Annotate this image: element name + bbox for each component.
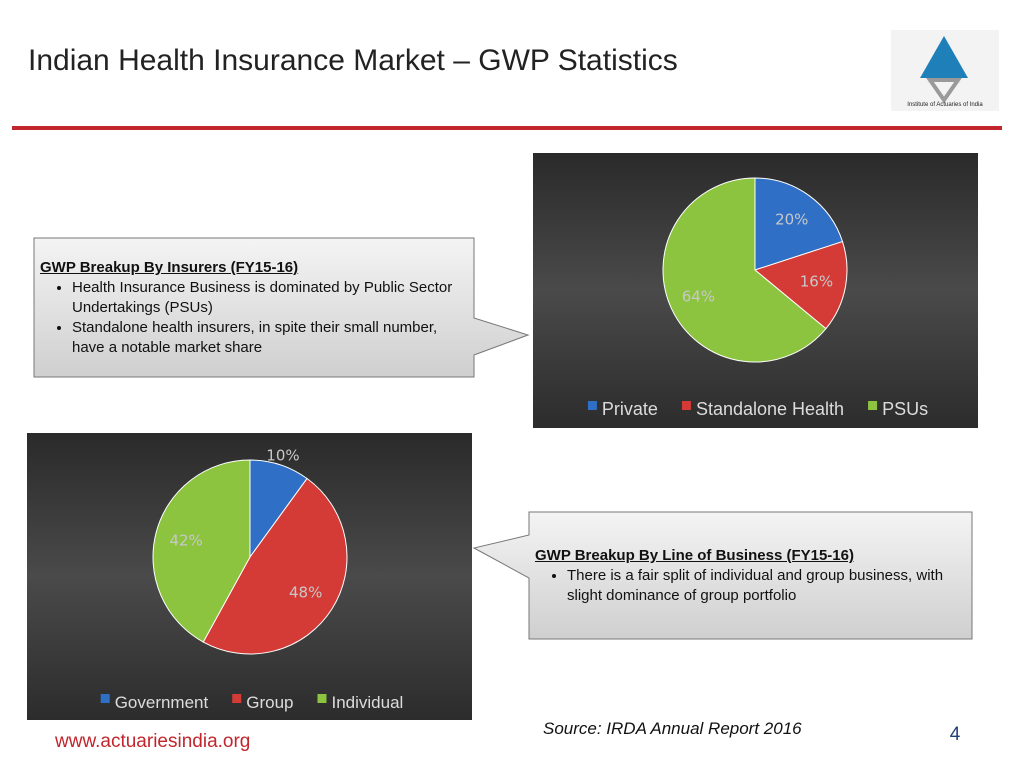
legend-label: Individual: [331, 693, 403, 712]
legend-swatch: [868, 401, 878, 410]
legend-swatch: [317, 694, 327, 703]
page-number: 4: [950, 724, 961, 745]
bullet: Standalone health insurers, in spite the…: [72, 318, 465, 358]
legend-swatch: [587, 401, 597, 410]
pie-slice: [753, 240, 848, 330]
title-rule: [12, 126, 1002, 130]
data-label: 16%: [800, 273, 833, 291]
logo-text: Institute of Actuaries of India: [907, 102, 983, 108]
callout: GWP Breakup By Line of Business (FY15-16…: [535, 546, 965, 606]
data-label: 20%: [775, 210, 808, 228]
legend-label: PSUs: [882, 399, 928, 419]
logo: Institute of Actuaries of India: [891, 30, 999, 111]
legend-swatch: [681, 401, 691, 410]
callout: GWP Breakup By Insurers (FY15-16) Health…: [40, 258, 465, 358]
website: www.actuariesindia.org: [54, 731, 250, 752]
legend-swatch: [232, 694, 242, 703]
legend-label: Standalone Health: [696, 399, 844, 419]
pie-slice: [152, 459, 251, 643]
slide-title: Indian Health Insurance Market – GWP Sta…: [28, 44, 678, 77]
pie-slice: [202, 477, 348, 655]
legend-label: Group: [246, 693, 293, 712]
bullet: There is a fair split of individual and …: [567, 566, 965, 606]
bullet-list: Health Insurance Business is dominated b…: [40, 278, 465, 358]
callout-box: [33, 237, 530, 378]
source-note: Source: IRDA Annual Report 2016: [543, 719, 802, 738]
pie-slice: [754, 177, 844, 271]
pie-slice: [662, 177, 827, 363]
callout-heading: GWP Breakup By Line of Business (FY15-16…: [535, 547, 854, 564]
legend-label: Government: [115, 693, 209, 712]
data-label: 64%: [682, 288, 715, 306]
callout-heading: GWP Breakup By Insurers (FY15-16): [40, 259, 299, 276]
bullet: Health Insurance Business is dominated b…: [72, 278, 465, 318]
data-label: 48%: [289, 583, 322, 601]
bullet-list: There is a fair split of individual and …: [535, 566, 965, 606]
legend-label: Private: [602, 399, 658, 419]
callout-box: [472, 511, 973, 640]
data-label: 10%: [266, 447, 299, 465]
data-label: 42%: [169, 532, 202, 550]
legend-swatch: [100, 694, 110, 703]
